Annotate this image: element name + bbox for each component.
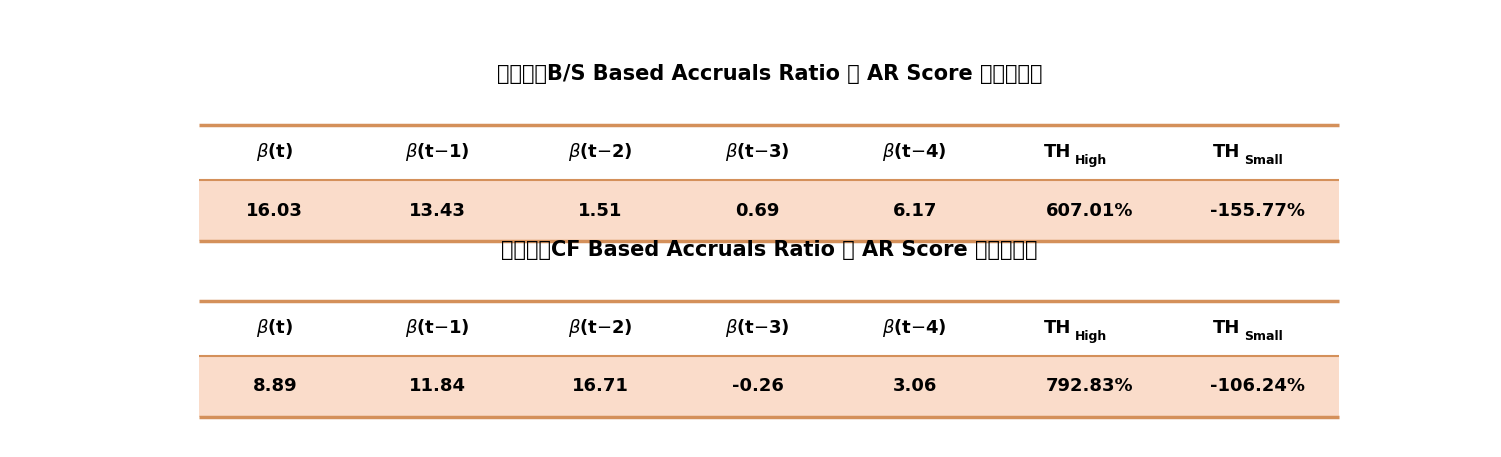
Text: 607.01%: 607.01% (1045, 202, 1133, 219)
Text: TH: TH (1045, 143, 1072, 161)
Text: TH: TH (1213, 143, 1240, 161)
Text: 1.51: 1.51 (578, 202, 623, 219)
Text: $\beta$(t$-$2): $\beta$(t$-$2) (569, 318, 633, 340)
Text: 13.43: 13.43 (410, 202, 467, 219)
Text: 16.71: 16.71 (572, 377, 629, 395)
Text: High: High (1075, 154, 1108, 167)
FancyBboxPatch shape (200, 301, 1339, 356)
FancyBboxPatch shape (200, 356, 1339, 417)
Text: 3.06: 3.06 (893, 377, 937, 395)
Text: 6.17: 6.17 (893, 202, 937, 219)
Text: TH: TH (1213, 319, 1240, 337)
Text: $\beta$(t): $\beta$(t) (257, 318, 293, 340)
Text: Small: Small (1244, 154, 1283, 167)
FancyBboxPatch shape (200, 180, 1339, 241)
Text: $\beta$(t$-$1): $\beta$(t$-$1) (405, 318, 470, 340)
Text: 8.89: 8.89 (252, 377, 297, 395)
Text: 図表４：B/S Based Accruals Ratio の AR Score の推定結果: 図表４：B/S Based Accruals Ratio の AR Score … (497, 64, 1042, 84)
Text: 11.84: 11.84 (410, 377, 467, 395)
Text: TH: TH (1045, 319, 1072, 337)
Text: -106.24%: -106.24% (1210, 377, 1306, 395)
Text: $\beta$(t$-$2): $\beta$(t$-$2) (569, 142, 633, 164)
Text: $\beta$(t$-$1): $\beta$(t$-$1) (405, 142, 470, 164)
Text: $\beta$(t$-$3): $\beta$(t$-$3) (725, 142, 790, 164)
Text: $\beta$(t$-$4): $\beta$(t$-$4) (883, 318, 947, 340)
Text: 図表５：CF Based Accruals Ratio の AR Score の推定結果: 図表５：CF Based Accruals Ratio の AR Score の… (501, 240, 1037, 260)
Text: -155.77%: -155.77% (1210, 202, 1306, 219)
Text: -0.26: -0.26 (731, 377, 784, 395)
Text: Small: Small (1244, 329, 1283, 343)
Text: High: High (1075, 329, 1108, 343)
Text: $\beta$(t$-$4): $\beta$(t$-$4) (883, 142, 947, 164)
Text: 16.03: 16.03 (246, 202, 303, 219)
Text: $\beta$(t$-$3): $\beta$(t$-$3) (725, 318, 790, 340)
Text: 0.69: 0.69 (735, 202, 781, 219)
Text: 792.83%: 792.83% (1045, 377, 1133, 395)
Text: $\beta$(t): $\beta$(t) (257, 142, 293, 164)
FancyBboxPatch shape (200, 125, 1339, 180)
